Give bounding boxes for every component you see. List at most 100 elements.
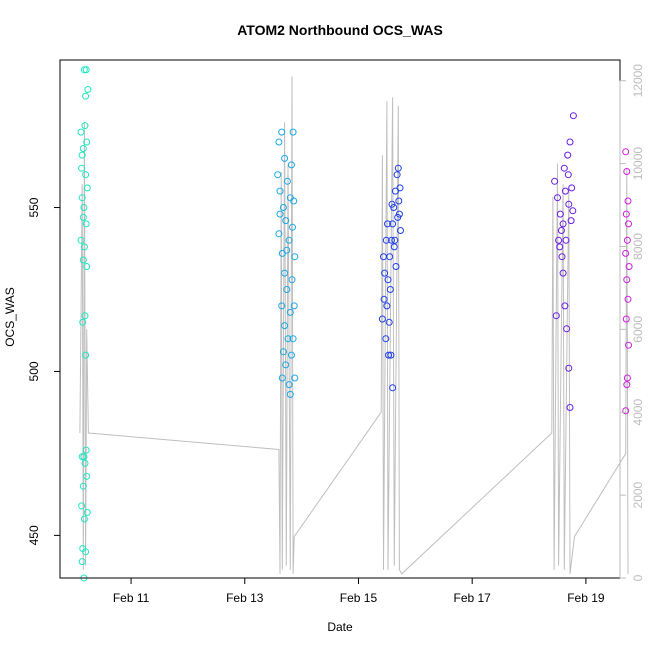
data-point bbox=[392, 263, 400, 270]
data-point bbox=[559, 269, 567, 277]
data-point bbox=[380, 295, 388, 303]
data-point bbox=[554, 194, 561, 202]
data-point bbox=[560, 164, 568, 172]
data-point bbox=[561, 302, 569, 310]
data-point bbox=[78, 502, 86, 510]
data-point bbox=[623, 381, 631, 389]
secondary-tick-label: 8000 bbox=[631, 233, 645, 260]
data-point bbox=[391, 236, 399, 244]
secondary-tick-label: 10000 bbox=[631, 147, 645, 181]
data-point bbox=[382, 236, 390, 244]
secondary-tick-label: 0 bbox=[631, 574, 645, 581]
data-point bbox=[80, 243, 88, 251]
data-point bbox=[395, 197, 403, 205]
data-point bbox=[83, 263, 91, 270]
data-point bbox=[79, 482, 87, 490]
data-point bbox=[564, 151, 572, 159]
data-point bbox=[566, 138, 574, 146]
data-point bbox=[388, 200, 396, 208]
y-tick-label: 500 bbox=[27, 361, 41, 381]
data-point bbox=[562, 236, 570, 244]
data-point bbox=[622, 249, 630, 257]
x-axis-label: Date bbox=[327, 620, 353, 634]
data-point bbox=[393, 171, 401, 179]
data-point bbox=[82, 66, 90, 74]
data-point bbox=[384, 220, 391, 228]
data-point bbox=[624, 197, 632, 205]
data-point bbox=[82, 446, 90, 454]
data-point bbox=[78, 558, 86, 566]
series-group bbox=[378, 164, 404, 392]
data-point bbox=[288, 276, 296, 284]
data-point bbox=[558, 253, 566, 261]
data-point bbox=[81, 459, 89, 467]
data-point bbox=[556, 210, 564, 218]
data-point bbox=[278, 302, 286, 310]
x-tick-label: Feb 19 bbox=[567, 591, 605, 605]
series-group bbox=[622, 148, 633, 415]
data-point bbox=[552, 312, 560, 320]
data-point bbox=[569, 207, 577, 215]
data-point bbox=[568, 184, 576, 192]
data-point bbox=[563, 325, 571, 333]
data-point bbox=[78, 151, 86, 159]
data-point bbox=[625, 220, 632, 228]
data-point bbox=[557, 227, 565, 234]
data-point bbox=[384, 276, 392, 284]
data-point bbox=[84, 86, 92, 93]
data-point bbox=[274, 171, 282, 179]
data-point bbox=[286, 390, 294, 398]
data-point bbox=[281, 322, 289, 330]
points-layer bbox=[77, 66, 633, 582]
y-axis-label: OCS_WAS bbox=[3, 287, 17, 347]
data-point bbox=[83, 138, 91, 146]
data-point bbox=[380, 253, 387, 261]
data-point bbox=[556, 243, 564, 251]
data-point bbox=[390, 243, 398, 251]
data-point bbox=[281, 154, 289, 162]
data-point bbox=[279, 204, 287, 211]
data-point bbox=[623, 276, 631, 284]
data-point bbox=[83, 472, 91, 480]
data-point bbox=[290, 197, 298, 205]
data-point bbox=[559, 220, 567, 228]
data-point bbox=[566, 404, 574, 411]
series-group bbox=[551, 112, 577, 411]
data-point bbox=[289, 128, 297, 136]
data-point bbox=[555, 236, 563, 244]
data-point bbox=[285, 236, 293, 244]
data-point bbox=[622, 407, 630, 415]
data-point bbox=[284, 335, 292, 343]
data-point bbox=[82, 548, 90, 556]
data-point bbox=[287, 351, 295, 359]
data-point bbox=[623, 168, 631, 175]
data-point bbox=[382, 335, 390, 343]
data-point bbox=[79, 256, 87, 264]
data-point bbox=[80, 204, 88, 211]
secondary-series-line bbox=[79, 76, 629, 575]
data-point bbox=[387, 351, 395, 359]
data-point bbox=[283, 286, 291, 293]
data-point bbox=[625, 263, 633, 270]
data-point bbox=[381, 269, 389, 277]
data-point bbox=[276, 187, 284, 195]
data-point bbox=[82, 92, 90, 100]
y-tick-label: 450 bbox=[27, 525, 41, 545]
data-point bbox=[389, 220, 397, 228]
data-point bbox=[81, 312, 89, 320]
data-point bbox=[622, 210, 630, 218]
x-tick-label: Feb 15 bbox=[340, 591, 378, 605]
data-point bbox=[275, 230, 283, 238]
secondary-tick-label: 2000 bbox=[631, 481, 645, 508]
data-point bbox=[77, 128, 85, 136]
x-axis: Feb 11 Feb 13 Feb 15 Feb 17 Feb 19 bbox=[113, 578, 605, 605]
x-tick-label: Feb 17 bbox=[454, 591, 492, 605]
data-point bbox=[383, 302, 391, 310]
data-point bbox=[569, 112, 577, 120]
x-tick-label: Feb 13 bbox=[226, 591, 264, 605]
data-point bbox=[286, 308, 294, 316]
data-point bbox=[567, 217, 575, 225]
data-point bbox=[386, 286, 394, 293]
data-point bbox=[283, 246, 291, 254]
secondary-tick-label: 12000 bbox=[631, 64, 645, 98]
